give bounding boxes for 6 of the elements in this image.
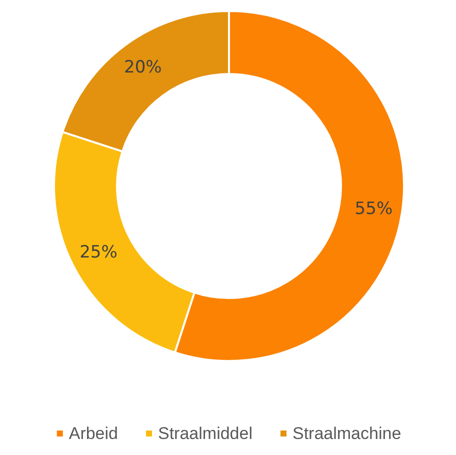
legend-label: Straalmachine	[292, 424, 402, 443]
legend-label: Arbeid	[68, 424, 118, 443]
data-label: 20%	[124, 57, 162, 78]
data-label: 55%	[354, 198, 393, 219]
data-label: 25%	[80, 242, 118, 263]
legend-label: Straalmiddel	[158, 424, 252, 443]
